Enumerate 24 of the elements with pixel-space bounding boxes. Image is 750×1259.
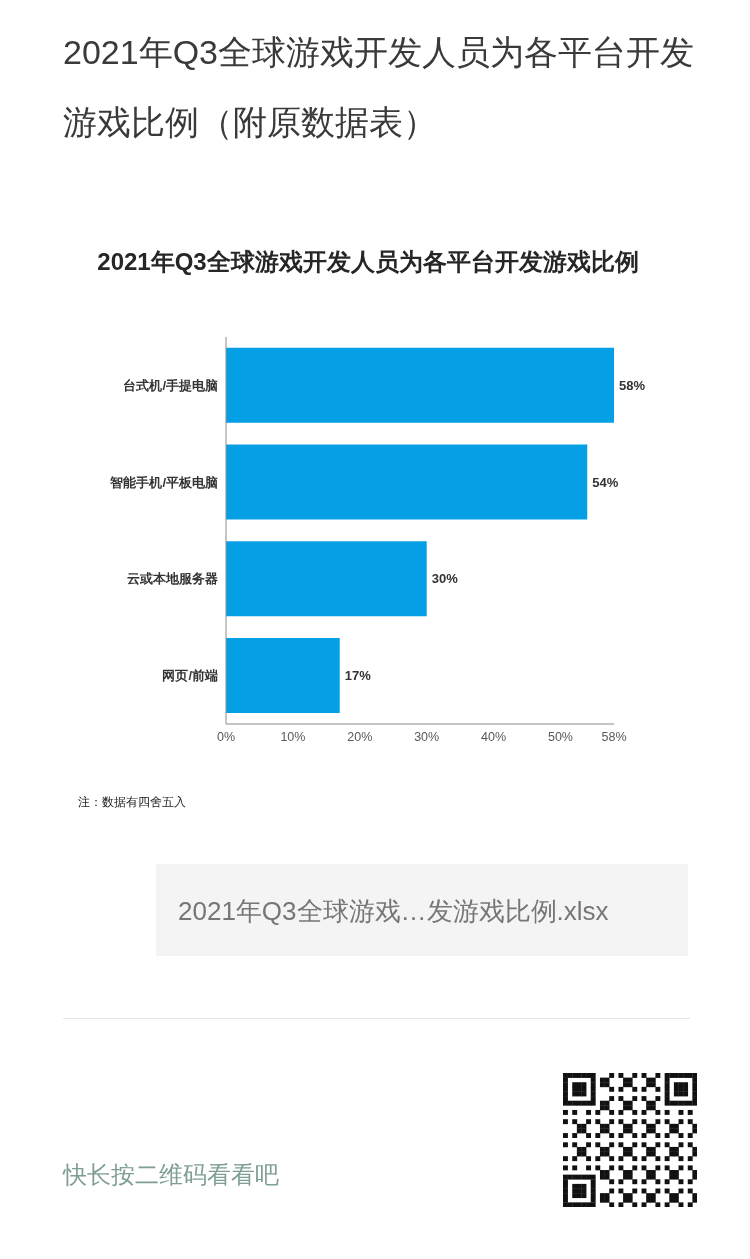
bar — [226, 541, 427, 617]
x-tick-label: 50% — [547, 729, 573, 744]
data-label: 30% — [431, 571, 459, 587]
y-tick-label: 云或本地服务器 — [127, 571, 218, 587]
y-tick-label: 网页/前端 — [162, 668, 218, 684]
x-tick-label: 40% — [481, 729, 507, 744]
x-tick-label: 30% — [414, 729, 440, 744]
chart-subtitle: 2021年Q3全球游戏开发人员为各平台开发游戏比例 — [96, 248, 640, 276]
bar — [226, 637, 340, 713]
chart-title: 2021年Q3全球游戏开发人员为各平台开发游戏比例（附原数据表） — [63, 32, 695, 143]
x-tick-label: 10% — [280, 729, 306, 744]
bar — [226, 444, 588, 520]
x-tick-label: 58% — [601, 729, 627, 744]
y-tick-label: 台式机/手提电脑 — [123, 377, 218, 393]
x-tick-label: 0% — [216, 729, 236, 744]
y-tick-label: 智能手机/平板电脑 — [109, 474, 218, 490]
text: 快长按二维码看看吧 — [63, 1160, 279, 1190]
data-label: 58% — [619, 377, 646, 393]
data-label: 54% — [592, 474, 619, 490]
text: 2021年Q3全球游戏…发游戏比例.xlsx — [178, 895, 609, 927]
text: 注：数据有四舍五入 — [78, 795, 186, 810]
x-tick-label: 20% — [347, 729, 373, 744]
data-label: 17% — [344, 668, 372, 684]
bar — [226, 347, 614, 423]
